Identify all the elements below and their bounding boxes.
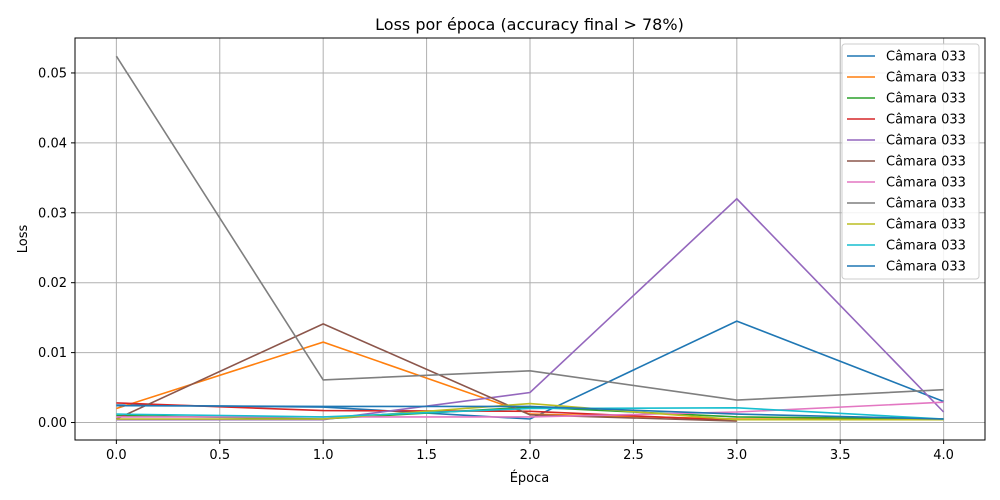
series-line-9 bbox=[116, 402, 944, 421]
series-line-10 bbox=[116, 406, 944, 420]
y-tick-label: 0.00 bbox=[38, 416, 67, 431]
legend-entry: Câmara 033 bbox=[886, 176, 966, 191]
x-axis-ticks: 0.0 0.5 1.0 1.5 2.0 2.5 3.0 3.5 4.0 bbox=[106, 440, 954, 463]
y-axis-label: Loss bbox=[16, 225, 31, 254]
y-tick-label: 0.03 bbox=[38, 206, 67, 221]
legend-entry: Câmara 033 bbox=[886, 113, 966, 128]
x-tick-label: 2.0 bbox=[520, 448, 541, 463]
legend-entry: Câmara 033 bbox=[886, 155, 966, 170]
y-tick-label: 0.01 bbox=[38, 346, 67, 361]
y-tick-label: 0.05 bbox=[38, 66, 67, 81]
series-line-7 bbox=[116, 401, 944, 418]
legend-entry: Câmara 033 bbox=[886, 197, 966, 212]
legend: Câmara 033 Câmara 033 Câmara 033 Câmara 033… bbox=[841, 43, 980, 280]
series-line-8 bbox=[115, 55, 944, 401]
series-line-11 bbox=[116, 404, 944, 420]
series-line-6 bbox=[116, 323, 737, 422]
legend-box bbox=[841, 43, 980, 280]
legend-entry: Câmara 033 bbox=[886, 218, 966, 233]
x-tick-label: 3.5 bbox=[830, 448, 851, 463]
legend-entry: Câmara 033 bbox=[886, 92, 966, 107]
x-tick-label: 2.5 bbox=[623, 448, 644, 463]
x-tick-label: 3.0 bbox=[726, 448, 747, 463]
y-tick-label: 0.04 bbox=[38, 136, 67, 151]
x-axis-label: Época bbox=[510, 470, 550, 486]
grid bbox=[75, 38, 985, 440]
legend-entry: Câmara 033 bbox=[886, 134, 966, 149]
chart-title: Loss por época (accuracy final > 78%) bbox=[375, 15, 684, 34]
y-tick-label: 0.02 bbox=[38, 276, 67, 291]
x-tick-label: 0.0 bbox=[106, 448, 127, 463]
legend-entry: Câmara 033 bbox=[886, 50, 966, 65]
x-tick-label: 4.0 bbox=[933, 448, 954, 463]
legend-entry: Câmara 033 bbox=[886, 239, 966, 254]
legend-entry: Câmara 033 bbox=[886, 260, 966, 275]
series-lines bbox=[115, 55, 945, 422]
x-tick-label: 1.5 bbox=[416, 448, 437, 463]
x-tick-label: 1.0 bbox=[313, 448, 334, 463]
legend-entry: Câmara 033 bbox=[886, 71, 966, 86]
x-tick-label: 0.5 bbox=[209, 448, 230, 463]
y-axis-ticks: 0.00 0.01 0.02 0.03 0.04 0.05 bbox=[38, 66, 75, 431]
